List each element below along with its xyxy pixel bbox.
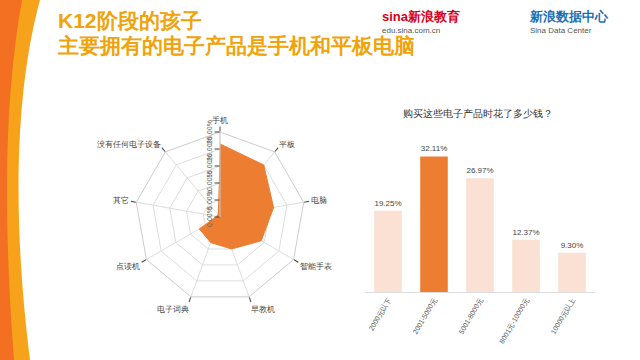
svg-text:20.00%: 20.00% (206, 137, 213, 161)
svg-text:25.00%: 25.00% (206, 120, 213, 144)
svg-text:26.97%: 26.97% (466, 166, 493, 175)
svg-text:手机: 手机 (212, 116, 228, 125)
html-text:K12阶段的孩子: K12阶段的孩子 (58, 9, 202, 32)
svg-text:5.00%: 5.00% (206, 190, 213, 210)
html-text:edu.sina.com.cn: edu.sina.com.cn (382, 26, 441, 35)
svg-text:平板: 平板 (279, 140, 295, 149)
svg-text:其它: 其它 (113, 196, 129, 205)
svg-text:智能手表: 智能手表 (300, 262, 332, 271)
svg-text:点读机: 点读机 (116, 262, 140, 271)
svg-text:0.00%: 0.00% (206, 207, 213, 227)
html-text:Sina Data Center: Sina Data Center (530, 26, 592, 35)
svg-text:2001-5000元: 2001-5000元 (412, 297, 438, 336)
svg-text:9.30%: 9.30% (561, 241, 584, 250)
html-text:sina新浪教育: sina新浪教育 (382, 9, 460, 24)
svg-text:15.00%: 15.00% (206, 154, 213, 178)
html-text:新浪数据中心: 新浪数据中心 (530, 9, 608, 24)
svg-text:32.11%: 32.11% (421, 144, 448, 153)
svg-text:早教机: 早教机 (252, 305, 276, 314)
svg-text:19.25%: 19.25% (374, 199, 401, 208)
svg-text:没有任何电子设备: 没有任何电子设备 (97, 140, 161, 149)
html-text:主要拥有的电子产品是手机和平板电脑: 主要拥有的电子产品是手机和平板电脑 (58, 34, 415, 57)
svg-text:2000元以下: 2000元以下 (368, 297, 392, 332)
svg-text:电子词典: 电子词典 (156, 305, 188, 314)
svg-text:5001-8000元: 5001-8000元 (458, 297, 484, 336)
svg-text:8001元-10000元: 8001元-10000元 (498, 297, 530, 345)
svg-text:10.00%: 10.00% (206, 171, 213, 195)
svg-text:电脑: 电脑 (311, 196, 327, 205)
svg-text:10000元以上: 10000元以上 (550, 297, 576, 336)
svg-text:12.37%: 12.37% (512, 228, 539, 237)
svg-text:购买这些电子产品时花了多少钱？: 购买这些电子产品时花了多少钱？ (403, 108, 553, 119)
